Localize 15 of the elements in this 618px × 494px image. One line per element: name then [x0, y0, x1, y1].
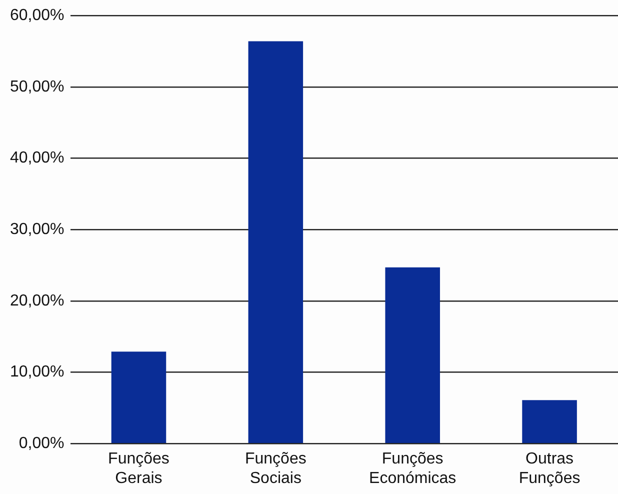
x-tick-label: Funções Sociais	[244, 450, 306, 487]
y-tick-label: 40,00%	[10, 150, 64, 167]
y-tick-label: 50,00%	[10, 78, 64, 96]
y-tick-label: 10,00%	[10, 364, 64, 381]
bar	[385, 267, 440, 443]
y-tick-label: 60,00%	[10, 7, 64, 24]
x-tick-label: Outras Funções	[518, 450, 580, 487]
bar	[111, 352, 166, 443]
bar	[522, 400, 577, 443]
y-tick-label: 0,00%	[18, 435, 64, 452]
y-tick-label: 20,00%	[10, 292, 64, 310]
y-tick-label: 30,00%	[10, 221, 64, 238]
x-tick-label: Funções Gerais	[108, 450, 170, 487]
x-tick-label: Funções Económicas	[369, 450, 456, 487]
bar	[248, 41, 304, 443]
